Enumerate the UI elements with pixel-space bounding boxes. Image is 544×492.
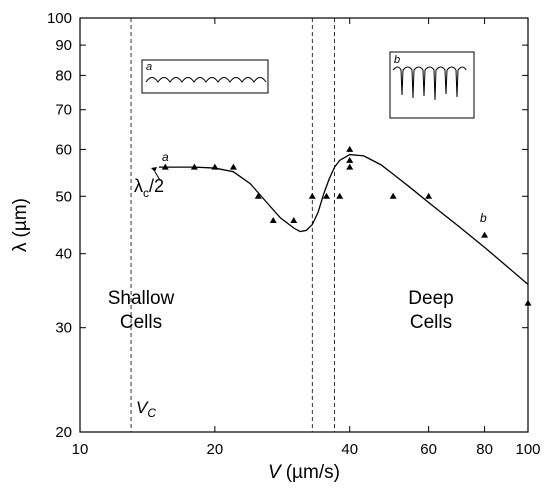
data-point (308, 192, 316, 199)
data-point (254, 192, 262, 199)
data-point (336, 192, 344, 199)
x-tick-label: 60 (420, 441, 437, 458)
region-label: Shallow (108, 288, 175, 309)
data-point (290, 217, 298, 224)
data-point (346, 156, 354, 163)
y-tick-label: 70 (55, 102, 72, 119)
inset: a (141, 59, 269, 94)
vc-label: VC (136, 398, 156, 420)
region-label: Cells (120, 312, 162, 333)
x-tick-label: 40 (341, 441, 358, 458)
y-tick-label: 40 (55, 246, 72, 263)
x-tick-label: 10 (72, 441, 89, 458)
y-tick-label: 80 (55, 67, 72, 84)
inset: b (389, 51, 475, 119)
x-axis-title: V (µm/s) (268, 462, 340, 483)
data-point (389, 192, 397, 199)
y-tick-label: 50 (55, 188, 72, 205)
data-point (323, 192, 331, 199)
inset-label: a (146, 61, 152, 73)
x-tick-label: 80 (476, 441, 493, 458)
y-tick-label: 100 (47, 10, 72, 27)
pointer (154, 171, 161, 181)
fit-curve (158, 153, 529, 285)
y-tick-label: 60 (55, 141, 72, 158)
x-tick-label: 20 (207, 441, 224, 458)
inset-label: b (394, 54, 400, 66)
data-point (346, 145, 354, 152)
pointer-head (151, 167, 157, 172)
y-tick-label: 20 (55, 424, 72, 441)
data-point (269, 217, 277, 224)
data-point (481, 231, 489, 238)
data-point (524, 299, 532, 306)
plot-frame (79, 17, 529, 433)
lambda-label: λc/2 (134, 176, 164, 200)
y-axis-title: λ(µm) (10, 198, 31, 252)
y-tick-label: 90 (55, 37, 72, 54)
data-point (229, 163, 237, 170)
y-tick-label: 30 (55, 320, 72, 337)
region-label: Deep (408, 288, 453, 309)
region-label: Cells (410, 312, 452, 333)
point-label: b (480, 211, 487, 225)
data-point (346, 163, 354, 170)
x-tick-label: 100 (515, 441, 540, 458)
point-label: a (162, 150, 169, 164)
data-point (425, 192, 433, 199)
